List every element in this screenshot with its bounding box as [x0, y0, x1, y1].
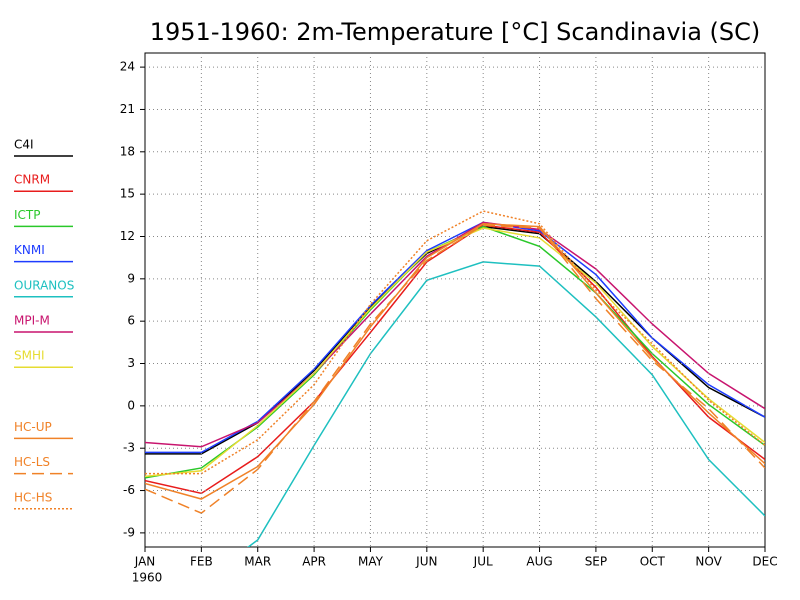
y-tick-label: 0	[127, 398, 135, 412]
series-line	[145, 227, 765, 478]
legend-label: ICTP	[14, 208, 40, 222]
x-tick-label: FEB	[190, 555, 213, 569]
y-tick-label: -3	[123, 441, 135, 455]
y-tick-label: 6	[127, 314, 135, 328]
series-line	[145, 225, 765, 455]
series-line	[145, 224, 765, 495]
legend-label: HC-UP	[14, 420, 52, 434]
plot-frame	[144, 52, 766, 548]
chart-title: 1951-1960: 2m-Temperature [°C] Scandinav…	[150, 18, 761, 46]
legend-label: HC-HS	[14, 490, 52, 504]
y-tick-label: -6	[123, 483, 135, 497]
y-tick-label: 24	[120, 60, 135, 74]
y-tick-label: 15	[120, 187, 135, 201]
y-tick-label: 21	[120, 102, 135, 116]
series-line	[145, 221, 765, 448]
x-tick-label: SEP	[585, 555, 607, 569]
y-tick-label: 3	[127, 356, 135, 370]
series-line	[145, 224, 765, 514]
legend-label: CNRM	[14, 173, 50, 187]
x-tick-label: OCT	[640, 555, 666, 569]
x-tick-label: JUN	[415, 555, 437, 569]
legend-label: SMHI	[14, 349, 45, 363]
series-line	[145, 221, 765, 454]
series-line	[247, 261, 765, 547]
series-line	[145, 223, 765, 500]
legend-label: C4I	[14, 138, 34, 152]
x-tick-label: APR	[302, 555, 326, 569]
legend-label: KNMI	[14, 243, 45, 257]
y-tick-label: 9	[127, 271, 135, 285]
x-sub-label: 1960	[132, 571, 163, 585]
x-tick-label: MAR	[244, 555, 271, 569]
y-tick-label: 12	[120, 229, 135, 243]
plot-lines	[145, 210, 765, 547]
y-tick-label: -9	[123, 525, 135, 539]
legend-label: OURANOS	[14, 278, 74, 292]
y-tick-label: 18	[120, 144, 135, 158]
x-tick-label: JUL	[473, 555, 493, 569]
x-tick-label: DEC	[752, 555, 777, 569]
legend-label: MPI-M	[14, 314, 50, 328]
x-tick-label: NOV	[695, 555, 722, 569]
x-tick-label: MAY	[358, 555, 384, 569]
legend-label: HC-LS	[14, 455, 50, 469]
x-tick-label: AUG	[526, 555, 552, 569]
x-tick-label: JAN	[134, 555, 156, 569]
series-line	[145, 225, 765, 479]
